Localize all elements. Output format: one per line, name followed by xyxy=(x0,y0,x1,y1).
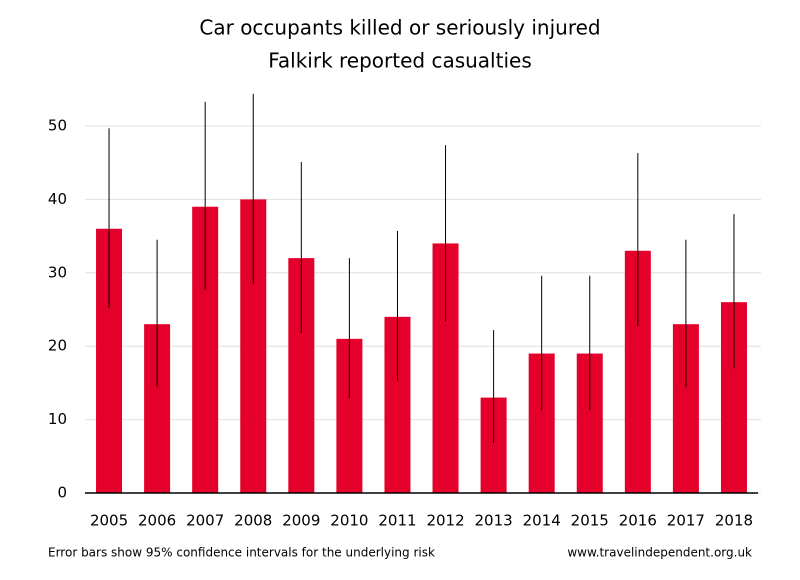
x-tick-label: 2010 xyxy=(330,512,368,530)
x-tick-label: 2015 xyxy=(571,512,609,530)
x-tick-label: 2018 xyxy=(715,512,753,530)
y-tick-label: 0 xyxy=(57,484,67,502)
chart-title: Car occupants killed or seriously injure… xyxy=(199,16,600,40)
y-tick-label: 10 xyxy=(48,410,67,428)
x-tick-label: 2012 xyxy=(426,512,464,530)
x-tick-label: 2011 xyxy=(378,512,416,530)
y-tick-label: 50 xyxy=(48,117,67,135)
y-tick-label: 40 xyxy=(48,190,67,208)
x-tick-label: 2017 xyxy=(667,512,705,530)
x-tick-label: 2016 xyxy=(619,512,657,530)
x-tick-label: 2007 xyxy=(186,512,224,530)
y-tick-label: 30 xyxy=(48,263,67,281)
x-tick-label: 2014 xyxy=(523,512,561,530)
x-tick-label: 2008 xyxy=(234,512,272,530)
x-tick-label: 2009 xyxy=(282,512,320,530)
y-tick-label: 20 xyxy=(48,337,67,355)
source: www.travelindependent.org.uk xyxy=(567,546,752,560)
x-tick-label: 2005 xyxy=(90,512,128,530)
chart-subtitle: Falkirk reported casualties xyxy=(268,49,532,73)
x-tick-label: 2006 xyxy=(138,512,176,530)
x-tick-label: 2013 xyxy=(475,512,513,530)
footnote: Error bars show 95% confidence intervals… xyxy=(48,546,435,560)
